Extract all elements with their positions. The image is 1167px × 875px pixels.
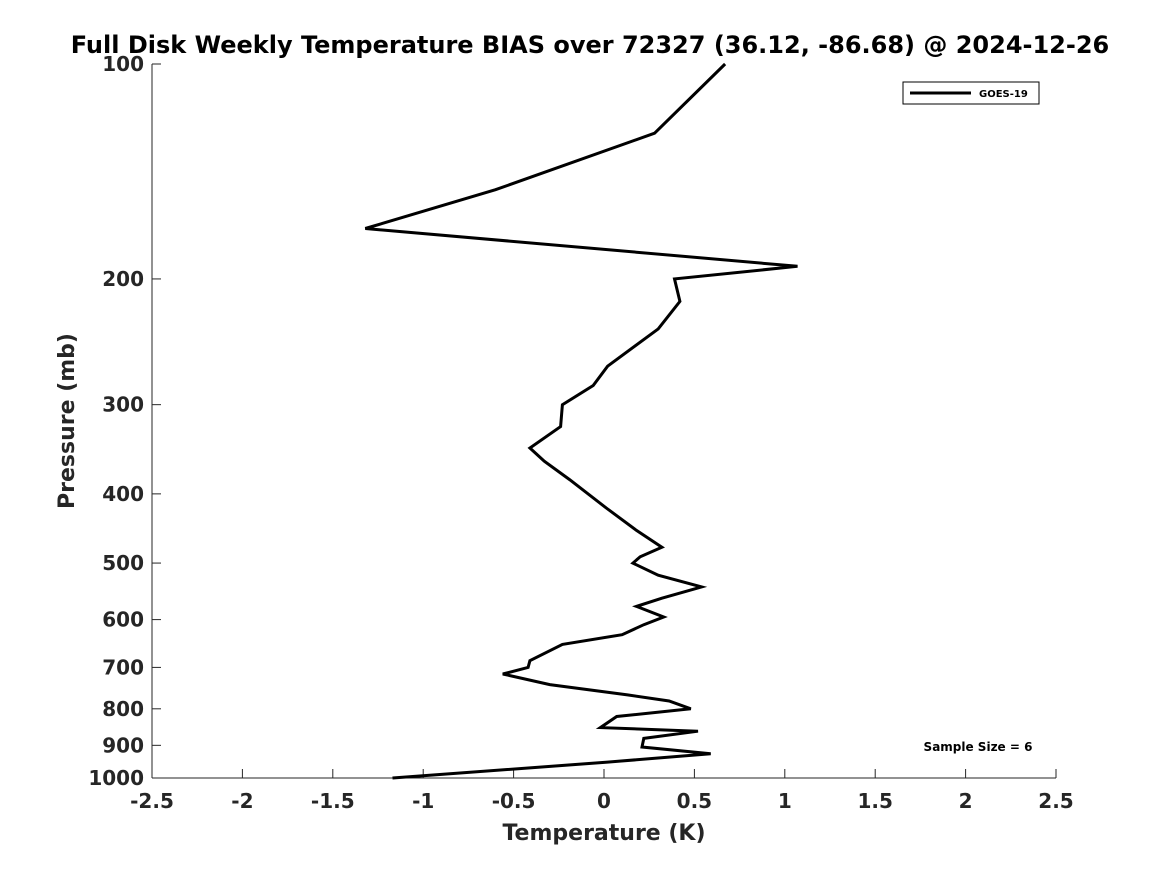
x-tick-label: -0.5 xyxy=(492,789,536,813)
y-tick-label: 100 xyxy=(102,52,144,76)
plot-area xyxy=(152,64,1056,778)
x-tick-label: -2.5 xyxy=(130,789,174,813)
x-tick-label: 2.5 xyxy=(1038,789,1073,813)
y-ticks: 100 200 300 400 500 600 700 800 900 1000 xyxy=(88,52,161,790)
y-tick-label: 500 xyxy=(102,551,144,575)
series-group xyxy=(364,62,798,780)
sample-size-annotation: Sample Size = 6 xyxy=(924,740,1033,754)
legend-label-goes-19: GOES-19 xyxy=(979,89,1028,100)
chart-title: Full Disk Weekly Temperature BIAS over 7… xyxy=(71,31,1110,59)
y-tick-label: 300 xyxy=(102,393,144,417)
x-tick-label: -2 xyxy=(231,789,253,813)
x-tick-label: 0 xyxy=(597,789,611,813)
x-tick-label: 0.5 xyxy=(677,789,712,813)
series-line-goes-19 xyxy=(364,62,798,780)
legend: GOES-19 xyxy=(902,81,1040,105)
y-tick-label: 600 xyxy=(102,608,144,632)
y-tick-label: 900 xyxy=(102,733,144,757)
y-tick-label: 1000 xyxy=(88,766,144,790)
x-tick-label: 1 xyxy=(778,789,792,813)
y-tick-label: 400 xyxy=(102,482,144,506)
x-tick-label: -1 xyxy=(412,789,434,813)
x-ticks: -2.5 -2 -1.5 -1 -0.5 0 0.5 1 1.5 2 2.5 xyxy=(130,769,1074,813)
x-tick-label: 1.5 xyxy=(857,789,892,813)
x-tick-label: -1.5 xyxy=(311,789,355,813)
x-tick-label: 2 xyxy=(959,789,973,813)
x-axis-label: Temperature (K) xyxy=(502,821,705,846)
y-tick-label: 800 xyxy=(102,697,144,721)
y-axis-label: Pressure (mb) xyxy=(55,333,80,509)
y-tick-label: 200 xyxy=(102,267,144,291)
y-tick-label: 700 xyxy=(102,655,144,679)
